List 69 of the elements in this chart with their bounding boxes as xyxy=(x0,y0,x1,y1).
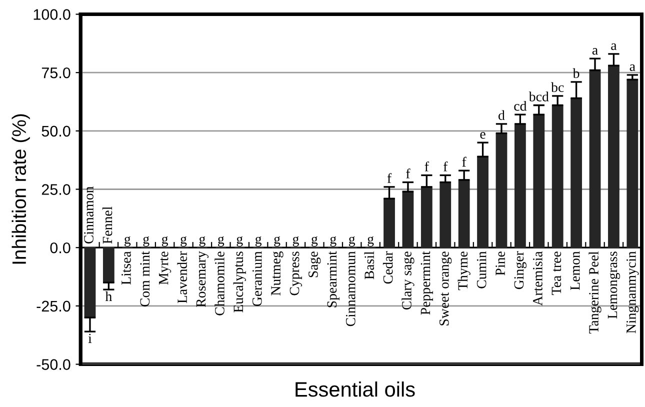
x-tick-label: Fennel xyxy=(102,206,112,244)
y-tick-label: 0.0 xyxy=(50,242,70,254)
data-label: f xyxy=(406,168,410,178)
data-label: g xyxy=(348,236,356,247)
y-tick-label: -25.0 xyxy=(36,300,70,312)
x-tick-label: Tangerine Peel xyxy=(588,251,602,334)
x-tick-label: Rosemary xyxy=(196,251,209,308)
x-tick-label: Artemisia xyxy=(533,251,542,306)
data-label: e xyxy=(480,132,486,139)
data-label: cd xyxy=(514,100,527,111)
x-tick-label: Spearmint xyxy=(327,251,340,308)
x-tick-label: Cinnamomun xyxy=(346,251,356,326)
x-tick-label: Myrte xyxy=(159,252,172,285)
data-label: a xyxy=(592,48,598,55)
data-label: a xyxy=(630,64,636,72)
x-tick-label: Sweet orange xyxy=(439,252,452,326)
data-label: g xyxy=(218,236,224,247)
data-label: b xyxy=(572,68,580,78)
data-label: g xyxy=(236,236,243,247)
y-tick-label: -50.0 xyxy=(36,359,70,370)
data-label: i xyxy=(88,334,92,343)
x-tick-label: Sage xyxy=(308,252,321,278)
x-tick-label: Basil xyxy=(364,251,374,280)
data-label: g xyxy=(330,236,336,247)
data-label: g xyxy=(274,236,280,247)
x-tick-label: Geranium xyxy=(252,251,262,306)
x-tick-label: Chamomile xyxy=(214,252,224,316)
y-tick-label: 25.0 xyxy=(42,184,70,195)
x-tick-label: Clary sage xyxy=(402,252,414,310)
x-tick-label: Lemongrass xyxy=(608,252,620,319)
x-tick-label: Peppermint xyxy=(420,251,433,315)
data-label: g xyxy=(180,236,187,247)
data-label: f xyxy=(387,173,392,183)
x-tick-label: Lavender xyxy=(177,251,187,304)
x-tick-label: Litsea xyxy=(122,251,131,285)
data-label: g xyxy=(162,236,168,247)
data-label: g xyxy=(255,236,262,247)
x-tick-label: Eucalyptus xyxy=(233,252,246,312)
x-tick-label: Ginger xyxy=(514,251,526,290)
x-tick-label: Nutmeg xyxy=(271,251,284,296)
data-label: f xyxy=(424,161,429,172)
x-axis-title: Essential oils xyxy=(296,381,415,397)
x-tick-label: Cedar xyxy=(382,251,393,284)
data-label: g xyxy=(312,236,318,247)
data-label: g xyxy=(292,236,299,247)
y-tick-label: 75.0 xyxy=(42,67,70,78)
data-label: g xyxy=(199,236,206,247)
data-label: bc xyxy=(551,82,564,92)
x-tick-label: Tea tree xyxy=(552,252,562,295)
x-tick-label: Thyme xyxy=(458,252,470,290)
x-tick-label: Cinnamon xyxy=(84,186,94,244)
x-tick-label: Cumin xyxy=(476,251,486,288)
data-label: bcd xyxy=(528,92,549,102)
data-label: g xyxy=(368,236,374,247)
data-label: g xyxy=(124,236,131,247)
data-label: h xyxy=(105,291,112,301)
x-tick-label: Lemon xyxy=(570,251,580,290)
x-tick-label: Pine xyxy=(496,252,505,276)
data-label: a xyxy=(611,43,617,50)
data-label: f xyxy=(462,156,466,167)
x-tick-label: Ningnanmycin xyxy=(626,251,639,334)
data-label: f xyxy=(443,161,448,172)
y-tick-label: 50.0 xyxy=(42,126,70,137)
y-tick-label: 100.0 xyxy=(34,9,70,20)
y-axis-title: Inhibition rate (%) xyxy=(12,114,30,264)
data-label: d xyxy=(498,110,505,120)
x-tick-label: Cypress xyxy=(290,252,302,296)
x-tick-label: Com mint xyxy=(140,251,150,306)
data-label: g xyxy=(143,236,150,247)
